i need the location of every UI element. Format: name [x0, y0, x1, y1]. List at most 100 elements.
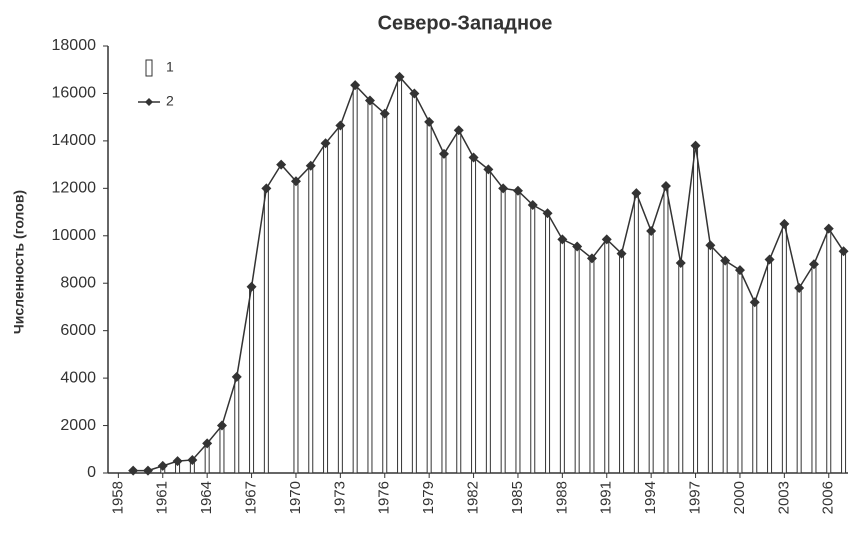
bar — [308, 165, 314, 474]
x-tick-label: 1976 — [376, 481, 393, 514]
marker — [483, 164, 494, 175]
marker — [572, 241, 583, 252]
bar — [352, 84, 358, 474]
x-tick-label: 1958 — [109, 481, 126, 514]
marker — [838, 246, 849, 257]
marker — [320, 138, 331, 149]
x-tick-label: 1979 — [420, 481, 437, 514]
bar — [707, 244, 713, 474]
legend-label: 2 — [166, 93, 174, 109]
marker — [749, 297, 760, 308]
marker — [631, 188, 642, 199]
bar — [559, 238, 565, 474]
bar — [781, 223, 787, 474]
marker — [690, 140, 701, 151]
y-tick-label: 14000 — [52, 132, 97, 149]
bar — [663, 185, 669, 474]
marker — [660, 180, 671, 191]
bar — [589, 257, 595, 474]
legend-swatch — [145, 59, 153, 77]
bar — [219, 425, 225, 474]
marker — [527, 199, 538, 210]
marker — [409, 88, 420, 99]
bar — [515, 190, 521, 474]
x-tick-label: 1991 — [598, 481, 615, 514]
x-tick-label: 1994 — [642, 481, 659, 514]
marker — [128, 465, 139, 476]
chart-title: Северо-Западное — [378, 12, 553, 34]
y-tick-label: 2000 — [60, 417, 96, 434]
x-tick-label: 2006 — [820, 481, 837, 514]
marker — [187, 454, 198, 465]
bar — [811, 263, 817, 474]
bar — [796, 287, 802, 474]
y-tick-label: 0 — [87, 464, 96, 481]
marker — [394, 71, 405, 82]
marker — [705, 240, 716, 251]
marker — [202, 438, 213, 449]
bar — [826, 228, 832, 474]
y-tick-label: 16000 — [52, 85, 97, 102]
marker — [468, 152, 479, 163]
y-axis-label: Численность (голов) — [11, 190, 27, 334]
marker — [142, 465, 153, 476]
y-tick-label: 12000 — [52, 180, 97, 197]
marker — [261, 183, 272, 194]
y-tick-label: 6000 — [60, 322, 96, 339]
marker — [734, 265, 745, 276]
marker — [498, 183, 509, 194]
bar — [841, 250, 847, 474]
bar — [323, 142, 329, 474]
marker — [276, 159, 287, 170]
bar — [485, 168, 491, 474]
y-tick-label: 18000 — [52, 37, 97, 54]
marker — [364, 95, 375, 106]
x-tick-label: 1970 — [287, 481, 304, 514]
bar — [500, 187, 506, 474]
marker — [335, 120, 346, 131]
marker — [794, 282, 805, 293]
marker — [823, 223, 834, 234]
marker — [350, 80, 361, 91]
marker — [438, 148, 449, 159]
marker — [764, 254, 775, 265]
bar — [337, 124, 343, 474]
bar — [397, 76, 403, 474]
marker — [601, 234, 612, 245]
marker — [646, 226, 657, 237]
legend-label: 1 — [166, 59, 174, 75]
bar — [678, 262, 684, 474]
marker — [246, 281, 257, 292]
bar — [693, 145, 699, 474]
bar — [471, 156, 477, 474]
marker — [542, 208, 553, 219]
marker — [557, 234, 568, 245]
marker — [720, 255, 731, 266]
marker — [512, 185, 523, 196]
x-tick-label: 1973 — [331, 481, 348, 514]
bar — [426, 121, 432, 474]
y-tick-label: 10000 — [52, 227, 97, 244]
bar — [619, 253, 625, 474]
marker — [379, 108, 390, 119]
bar — [767, 259, 773, 474]
bar — [737, 269, 743, 474]
bar — [545, 212, 551, 474]
y-tick-label: 4000 — [60, 369, 96, 386]
bar — [234, 376, 240, 474]
marker — [305, 160, 316, 171]
x-tick-label: 1985 — [509, 481, 526, 514]
x-tick-label: 2003 — [775, 481, 792, 514]
marker — [586, 253, 597, 264]
bar — [456, 129, 462, 474]
bar — [530, 204, 536, 474]
bar — [752, 301, 758, 474]
bar — [263, 187, 269, 474]
bar — [382, 113, 388, 474]
marker — [216, 420, 227, 431]
x-tick-label: 1988 — [553, 481, 570, 514]
marker — [779, 218, 790, 229]
x-tick-label: 1961 — [154, 481, 171, 514]
bar — [293, 180, 299, 474]
